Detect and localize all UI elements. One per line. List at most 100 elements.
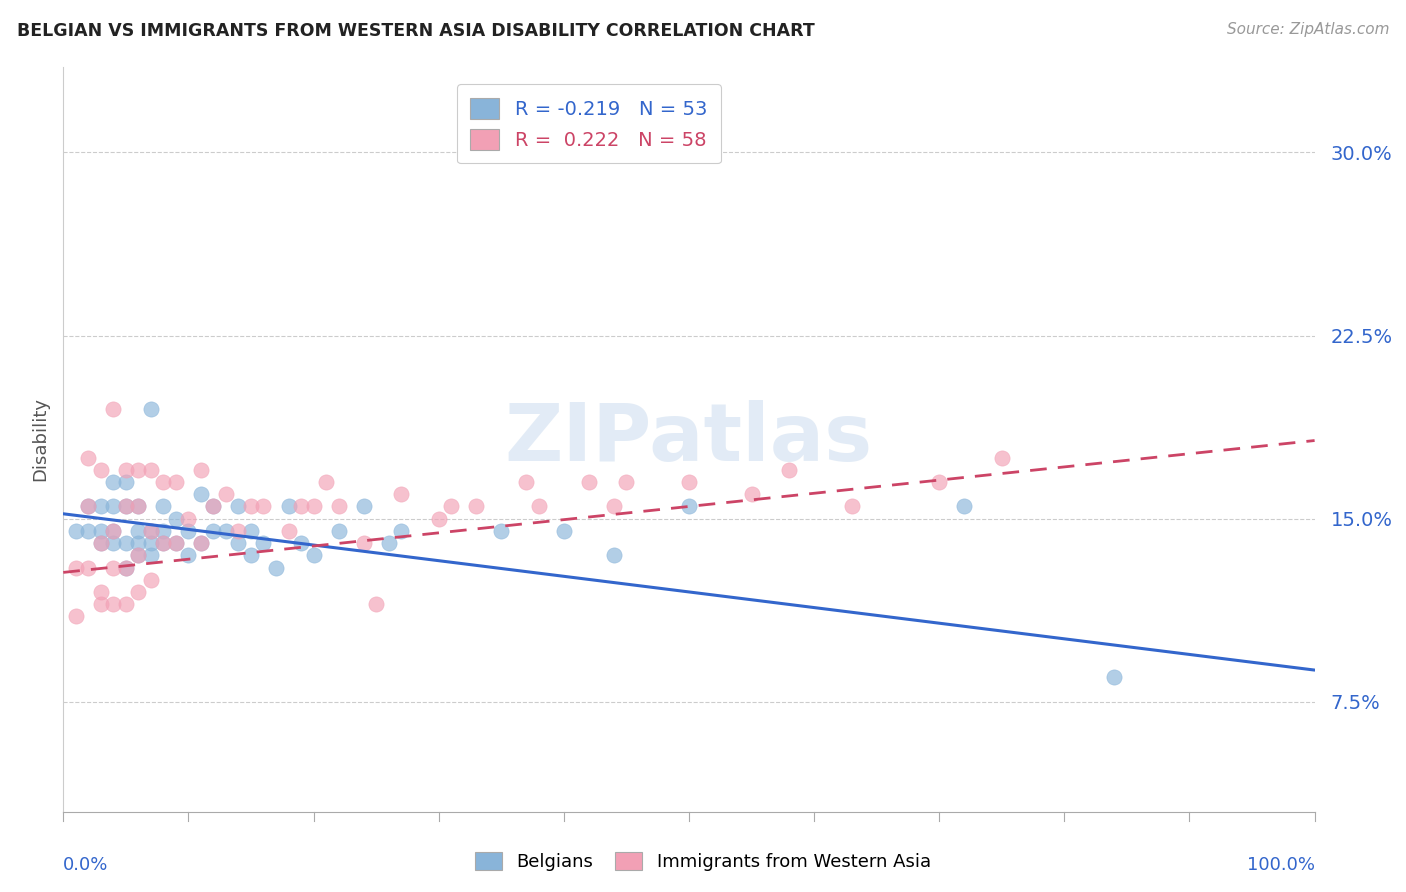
Point	[215, 524, 238, 538]
Legend: Belgians, Immigrants from Western Asia: Belgians, Immigrants from Western Asia	[468, 845, 938, 879]
Point	[152, 536, 174, 550]
Y-axis label: Disability: Disability	[31, 397, 49, 482]
Point	[228, 524, 250, 538]
Point	[127, 524, 149, 538]
Point	[778, 463, 800, 477]
Point	[202, 524, 225, 538]
Point	[139, 401, 162, 416]
Point	[202, 500, 225, 514]
Point	[139, 536, 162, 550]
Point	[841, 500, 863, 514]
Point	[103, 536, 125, 550]
Point	[90, 585, 112, 599]
Point	[152, 536, 174, 550]
Point	[115, 475, 138, 489]
Point	[928, 475, 950, 489]
Point	[177, 511, 200, 525]
Point	[177, 549, 200, 563]
Point	[115, 597, 138, 611]
Point	[603, 500, 626, 514]
Point	[139, 549, 162, 563]
Point	[115, 560, 138, 574]
Point	[127, 549, 149, 563]
Point	[90, 500, 112, 514]
Point	[103, 401, 125, 416]
Point	[177, 524, 200, 538]
Point	[616, 475, 638, 489]
Point	[239, 524, 263, 538]
Legend: R = -0.219   N = 53, R =  0.222   N = 58: R = -0.219 N = 53, R = 0.222 N = 58	[457, 84, 721, 163]
Point	[115, 500, 138, 514]
Point	[315, 475, 337, 489]
Point	[115, 463, 138, 477]
Point	[165, 511, 187, 525]
Point	[127, 463, 149, 477]
Point	[202, 500, 225, 514]
Point	[991, 450, 1014, 465]
Point	[302, 500, 325, 514]
Point	[103, 475, 125, 489]
Point	[103, 524, 125, 538]
Point	[953, 500, 976, 514]
Point	[127, 500, 149, 514]
Point	[603, 549, 626, 563]
Text: ZIPatlas: ZIPatlas	[505, 401, 873, 478]
Point	[65, 560, 87, 574]
Point	[290, 500, 312, 514]
Point	[139, 573, 162, 587]
Point	[90, 536, 112, 550]
Point	[139, 524, 162, 538]
Text: BELGIAN VS IMMIGRANTS FROM WESTERN ASIA DISABILITY CORRELATION CHART: BELGIAN VS IMMIGRANTS FROM WESTERN ASIA …	[17, 22, 814, 40]
Point	[239, 549, 263, 563]
Point	[77, 500, 100, 514]
Point	[190, 487, 212, 501]
Point	[1104, 670, 1126, 684]
Point	[427, 511, 450, 525]
Point	[678, 475, 700, 489]
Point	[553, 524, 575, 538]
Text: 0.0%: 0.0%	[63, 856, 108, 874]
Point	[190, 463, 212, 477]
Point	[252, 536, 274, 550]
Point	[190, 536, 212, 550]
Point	[90, 524, 112, 538]
Point	[152, 475, 174, 489]
Point	[65, 609, 87, 624]
Text: Source: ZipAtlas.com: Source: ZipAtlas.com	[1226, 22, 1389, 37]
Point	[277, 500, 299, 514]
Point	[77, 560, 100, 574]
Point	[127, 549, 149, 563]
Point	[290, 536, 312, 550]
Point	[165, 536, 187, 550]
Point	[103, 524, 125, 538]
Point	[115, 560, 138, 574]
Point	[90, 597, 112, 611]
Point	[165, 536, 187, 550]
Point	[465, 500, 488, 514]
Point	[366, 597, 388, 611]
Point	[77, 450, 100, 465]
Point	[152, 500, 174, 514]
Point	[103, 597, 125, 611]
Point	[389, 524, 412, 538]
Point	[353, 536, 375, 550]
Point	[252, 500, 274, 514]
Point	[741, 487, 763, 501]
Point	[527, 500, 550, 514]
Point	[239, 500, 263, 514]
Point	[127, 536, 149, 550]
Point	[165, 475, 187, 489]
Point	[77, 500, 100, 514]
Point	[328, 524, 350, 538]
Point	[90, 463, 112, 477]
Point	[152, 524, 174, 538]
Point	[277, 524, 299, 538]
Point	[127, 500, 149, 514]
Point	[264, 560, 287, 574]
Point	[77, 524, 100, 538]
Text: 100.0%: 100.0%	[1247, 856, 1315, 874]
Point	[491, 524, 513, 538]
Point	[328, 500, 350, 514]
Point	[139, 463, 162, 477]
Point	[103, 500, 125, 514]
